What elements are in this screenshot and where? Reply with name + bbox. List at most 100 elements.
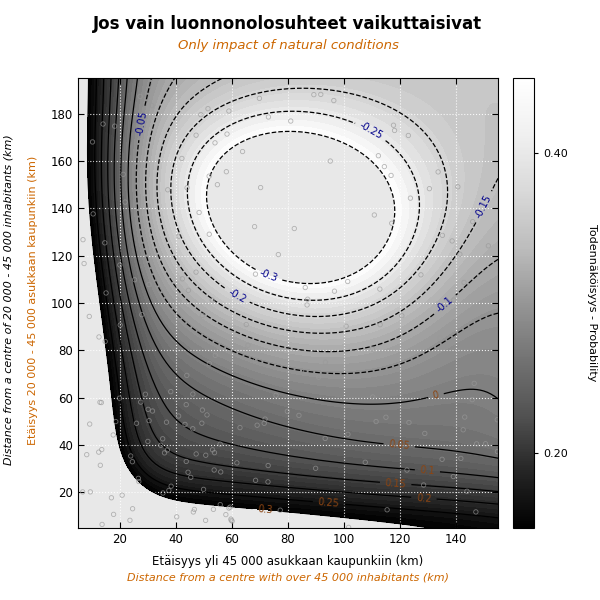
Point xyxy=(250,222,259,232)
Point xyxy=(263,477,273,487)
Point xyxy=(143,404,153,414)
Point xyxy=(380,162,389,172)
Point xyxy=(472,439,481,449)
Point xyxy=(79,259,89,268)
Point xyxy=(182,183,192,193)
Point xyxy=(107,493,116,503)
Point xyxy=(212,180,222,190)
Point xyxy=(343,430,353,439)
Text: 0.25: 0.25 xyxy=(317,497,340,509)
Point xyxy=(493,447,502,457)
Point xyxy=(115,394,124,403)
Point xyxy=(109,509,118,519)
Point xyxy=(254,94,264,103)
Point xyxy=(203,104,213,113)
Text: -0.2: -0.2 xyxy=(226,287,248,305)
Text: 0: 0 xyxy=(432,390,440,401)
Point xyxy=(197,418,206,428)
Point xyxy=(181,400,191,409)
Point xyxy=(197,311,207,320)
Point xyxy=(449,295,458,305)
Point xyxy=(227,517,237,526)
Point xyxy=(361,457,370,467)
Point xyxy=(121,197,130,207)
Point xyxy=(94,448,104,457)
Point xyxy=(294,410,304,420)
Text: -0.3: -0.3 xyxy=(258,268,279,284)
Point xyxy=(374,151,383,161)
Point xyxy=(209,448,219,457)
Point xyxy=(115,320,125,330)
Point xyxy=(311,464,320,473)
Point xyxy=(469,379,479,388)
Point xyxy=(263,461,273,470)
Point xyxy=(375,284,385,294)
Point xyxy=(251,476,260,485)
Point xyxy=(367,344,377,354)
Point xyxy=(161,418,171,427)
Point xyxy=(221,510,230,520)
Point xyxy=(341,322,351,331)
Point xyxy=(286,116,296,126)
Point xyxy=(221,167,231,176)
Point xyxy=(78,235,88,244)
Point xyxy=(184,286,193,295)
Point xyxy=(143,437,152,446)
Point xyxy=(128,504,137,514)
Point xyxy=(387,218,397,228)
Point xyxy=(188,424,197,434)
Point xyxy=(343,277,353,286)
Point xyxy=(271,391,281,400)
Point xyxy=(301,283,310,292)
Point xyxy=(433,167,443,177)
Point xyxy=(437,230,447,240)
Point xyxy=(205,229,214,239)
Y-axis label: Todennäköisyys - Probability: Todennäköisyys - Probability xyxy=(587,224,597,382)
Point xyxy=(386,170,396,180)
Text: 0.05: 0.05 xyxy=(388,439,410,451)
Point xyxy=(132,418,142,428)
Point xyxy=(460,412,470,422)
Point xyxy=(97,520,107,529)
Text: Etäisyys 20 000 - 45 000 asukkaan kaupunkiin (km): Etäisyys 20 000 - 45 000 asukkaan kaupun… xyxy=(28,155,38,445)
Point xyxy=(309,90,319,100)
Text: -0.15: -0.15 xyxy=(474,193,494,220)
Point xyxy=(314,373,323,382)
Point xyxy=(205,359,214,368)
Point xyxy=(208,295,217,305)
Point xyxy=(419,480,428,490)
Point xyxy=(456,454,466,463)
Point xyxy=(232,458,242,467)
Point xyxy=(85,419,94,429)
Point xyxy=(253,421,262,430)
Point xyxy=(437,455,447,464)
Point xyxy=(224,503,234,513)
Point xyxy=(238,147,247,157)
Point xyxy=(85,311,94,321)
Point xyxy=(260,414,270,424)
Point xyxy=(101,288,111,298)
Point xyxy=(95,460,105,470)
Text: 0.1: 0.1 xyxy=(419,465,436,476)
Text: -0.05: -0.05 xyxy=(134,110,149,136)
Point xyxy=(259,418,269,428)
Point xyxy=(397,311,407,320)
Point xyxy=(493,415,502,425)
Point xyxy=(302,300,312,310)
Point xyxy=(226,515,236,525)
Point xyxy=(402,465,412,475)
Point xyxy=(467,395,477,404)
Point xyxy=(82,450,92,460)
Point xyxy=(215,500,225,509)
Point xyxy=(109,430,118,440)
Point xyxy=(301,367,310,376)
Point xyxy=(97,445,107,454)
Point xyxy=(188,389,197,399)
Point xyxy=(118,490,127,500)
Point xyxy=(453,182,463,191)
Point xyxy=(390,125,400,135)
Point xyxy=(256,183,265,193)
Point xyxy=(201,515,211,525)
Point xyxy=(100,238,110,248)
Point xyxy=(134,476,143,486)
